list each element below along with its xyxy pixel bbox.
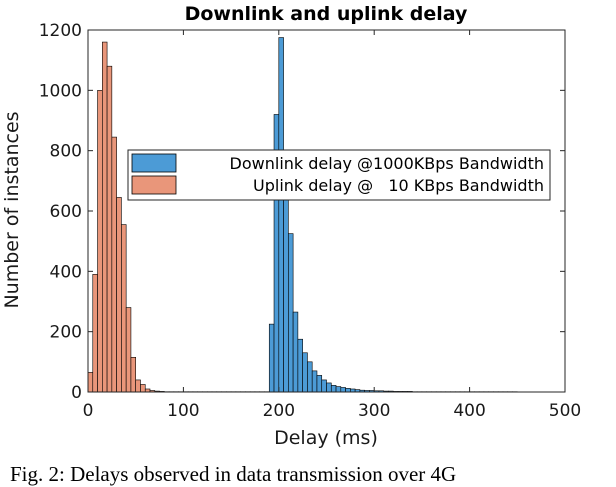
y-tick-label: 0 xyxy=(71,383,82,403)
y-tick-label: 1000 xyxy=(39,81,82,101)
series-1 xyxy=(88,42,269,392)
histogram-bar xyxy=(336,387,341,392)
legend-label: Uplink delay @ 10 KBps Bandwidth xyxy=(253,176,544,195)
histogram-bar xyxy=(112,137,117,392)
histogram-bar xyxy=(317,375,322,392)
histogram-bar xyxy=(117,197,122,392)
plot-box xyxy=(88,30,565,392)
histogram-bar xyxy=(136,380,141,392)
x-tick-label: 300 xyxy=(358,401,390,421)
histogram-bar xyxy=(284,181,289,392)
histogram-bar xyxy=(346,388,351,392)
x-tick-label: 200 xyxy=(263,401,295,421)
legend: Downlink delay @1000KBps Bandwidth Uplink… xyxy=(128,150,550,200)
histogram-bar xyxy=(131,357,136,392)
histogram-bar xyxy=(107,66,112,392)
y-tick-label: 800 xyxy=(50,142,82,162)
histogram-bar xyxy=(327,383,332,392)
histogram-bar xyxy=(341,387,346,392)
x-tick-label: 100 xyxy=(167,401,199,421)
histogram-bar xyxy=(307,362,312,392)
y-tick-label: 400 xyxy=(50,262,82,282)
bars-group xyxy=(88,38,517,392)
y-tick-label: 600 xyxy=(50,202,82,222)
y-tick-label: 200 xyxy=(50,323,82,343)
figure-caption: Fig. 2: Delays observed in data transmis… xyxy=(0,462,616,487)
histogram-bar xyxy=(93,274,98,392)
histogram-bar xyxy=(331,385,336,392)
y-tick-label: 1200 xyxy=(39,21,82,41)
histogram-bar xyxy=(102,42,107,392)
legend-swatch xyxy=(132,176,176,194)
chart-title: Downlink and uplink delay xyxy=(185,3,468,25)
histogram-bar xyxy=(269,324,274,392)
legend-label: Downlink delay @1000KBps Bandwidth xyxy=(230,154,544,173)
histogram-bar xyxy=(140,384,145,392)
y-axis-label: Number of instances xyxy=(1,111,23,308)
y-tick-labels: 0 200 400 600 800 1000 1200 xyxy=(39,21,82,403)
histogram-chart: Downlink and uplink delay 0 100 200 300 400 5… xyxy=(0,0,616,462)
legend-swatch xyxy=(132,154,176,172)
histogram-bar xyxy=(298,339,303,392)
histogram-bar xyxy=(312,371,317,392)
x-tick-label: 400 xyxy=(453,401,485,421)
histogram-bar xyxy=(98,90,103,392)
x-axis-label: Delay (ms) xyxy=(274,427,378,449)
histogram-bar xyxy=(322,380,327,392)
x-tick-label: 0 xyxy=(83,401,94,421)
histogram-bar xyxy=(279,38,284,392)
x-tick-labels: 0 100 200 300 400 500 xyxy=(83,401,582,421)
histogram-bar xyxy=(126,308,131,392)
histogram-bar xyxy=(293,312,298,392)
series-0 xyxy=(269,38,517,392)
histogram-bar xyxy=(303,353,308,392)
histogram-bar xyxy=(121,225,126,392)
x-tick-label: 500 xyxy=(549,401,581,421)
histogram-bar xyxy=(288,234,293,392)
histogram-bar xyxy=(88,372,93,392)
axes-group xyxy=(88,30,565,392)
